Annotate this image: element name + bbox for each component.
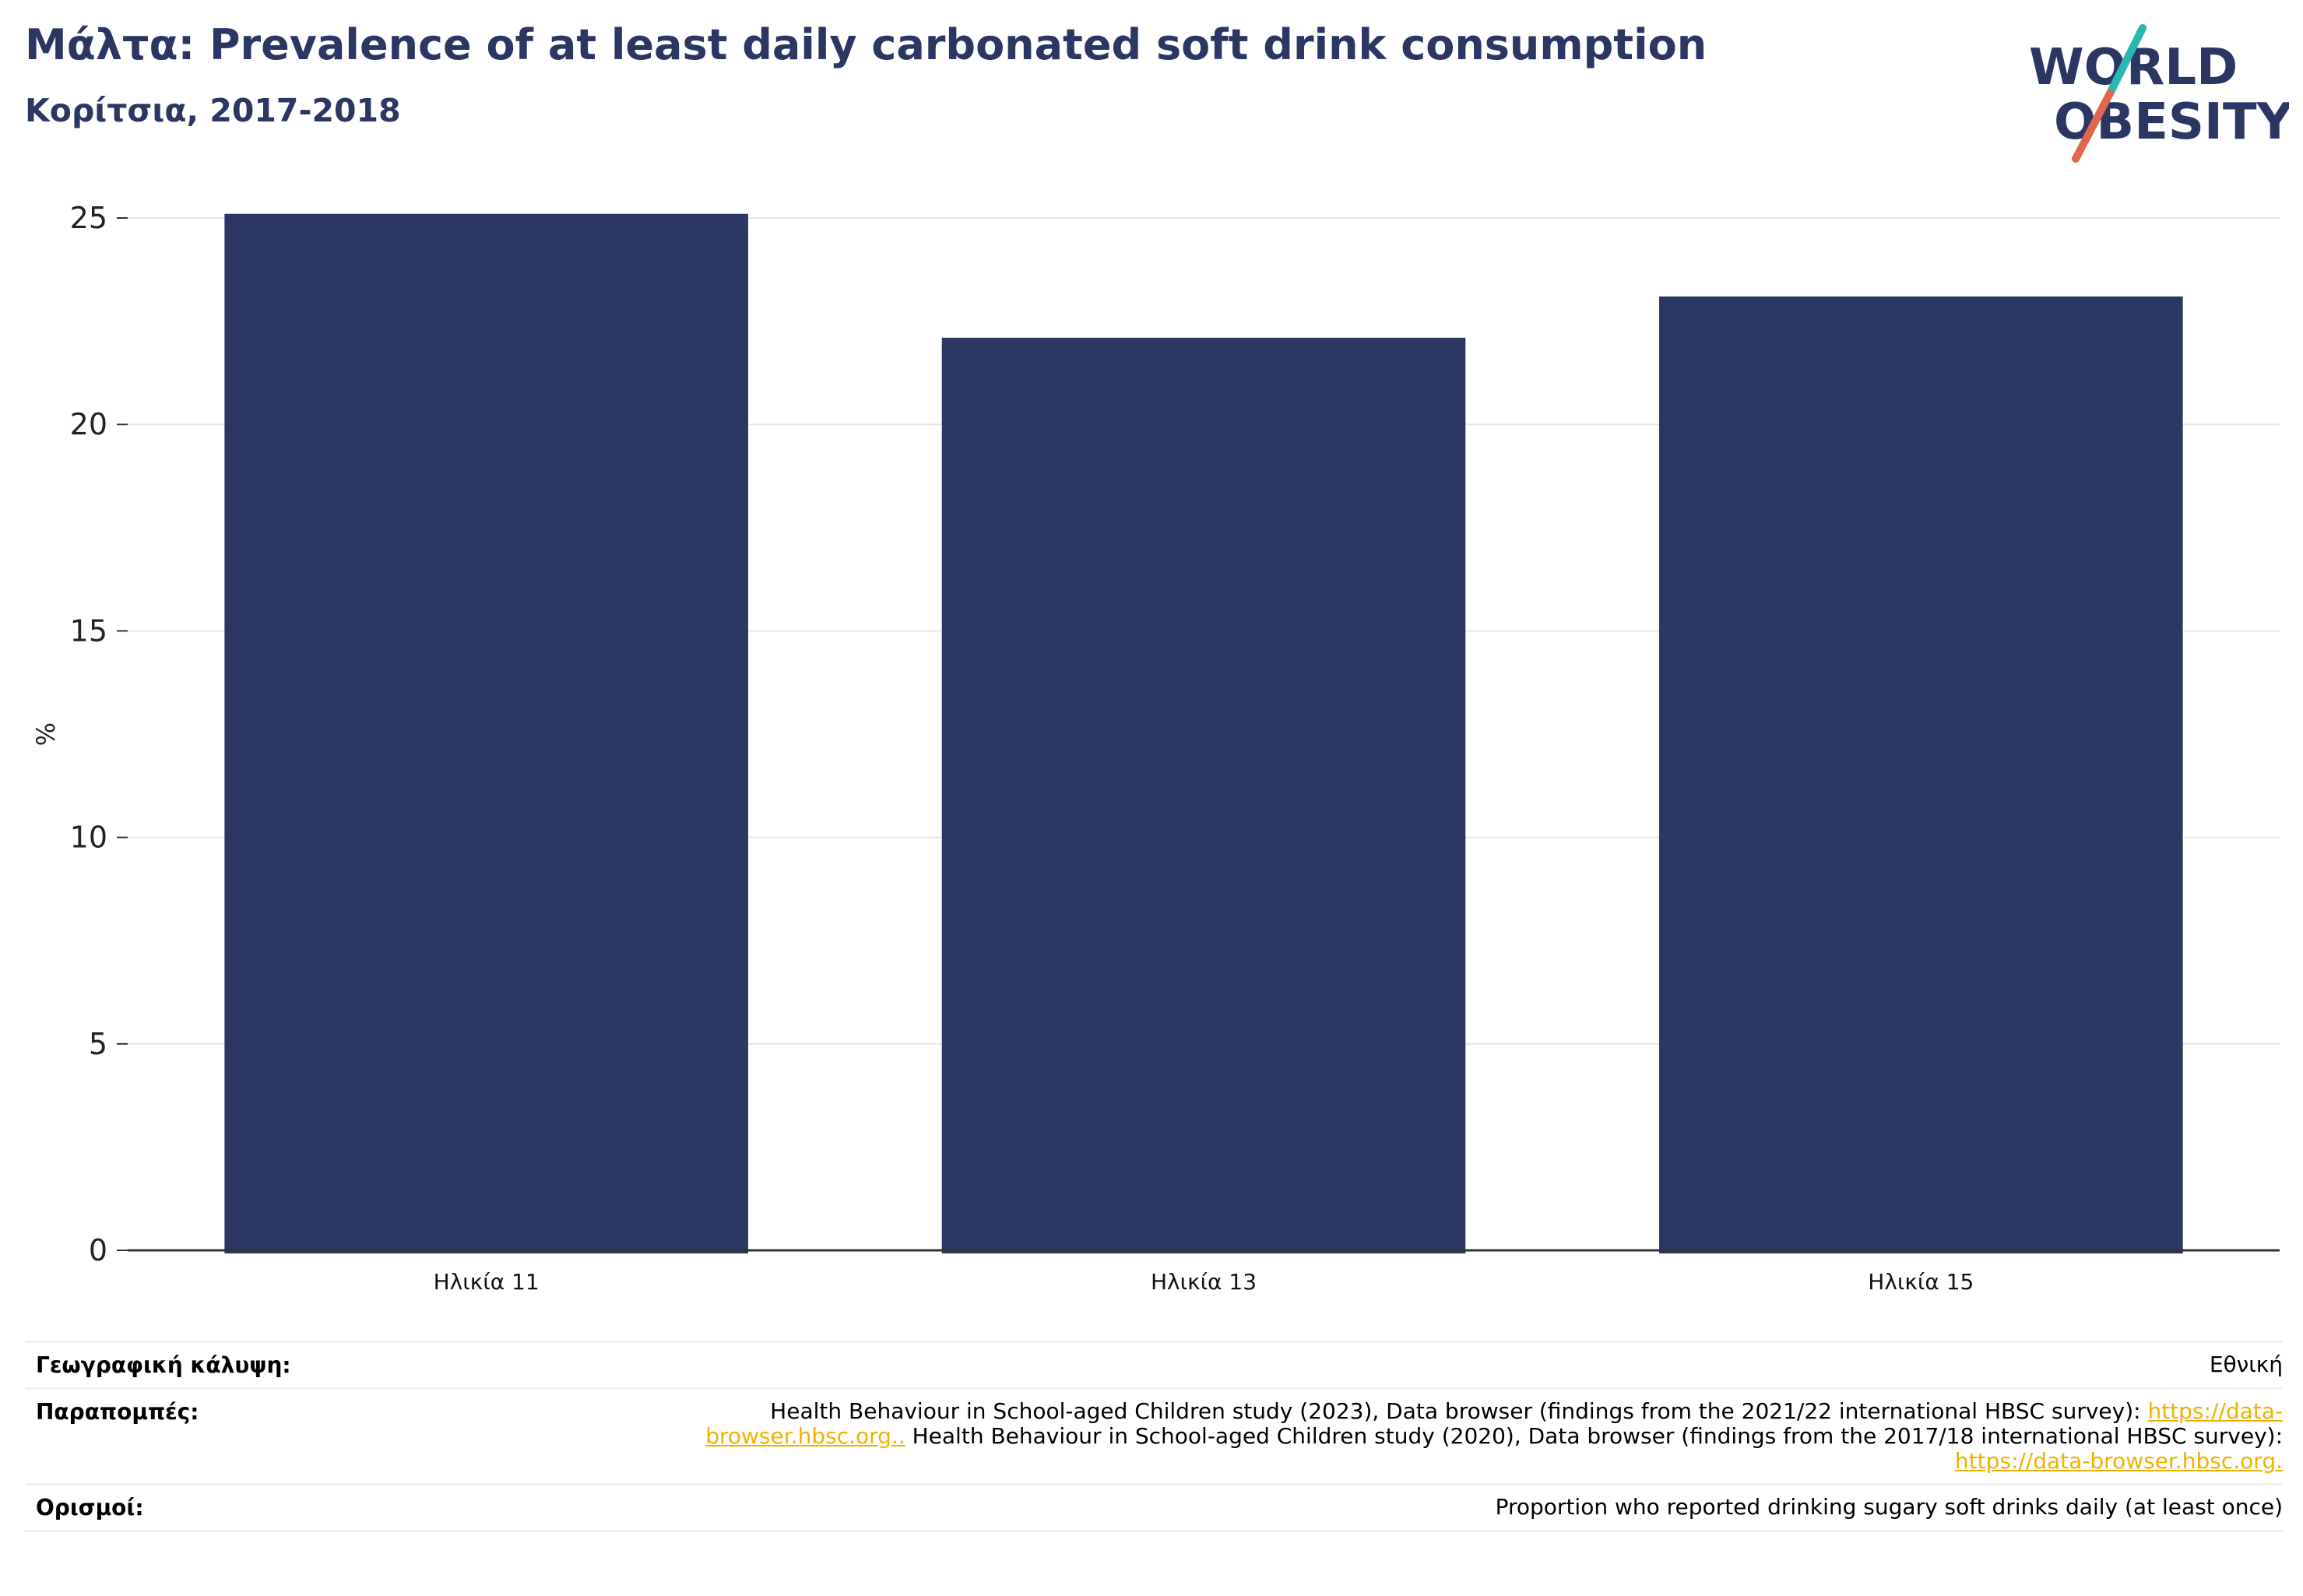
bar — [224, 213, 748, 1253]
world-obesity-logo: WORLD OBESITY — [2029, 24, 2289, 163]
definitions-label: Ορισμοί: — [36, 1495, 144, 1520]
y-tick-label: 25 — [70, 201, 107, 235]
reference-link-1[interactable]: https://data-browser.hbsc.org.. — [705, 1398, 2283, 1449]
footer-row-definitions: Ορισμοί: Proportion who reported drinkin… — [25, 1483, 2283, 1532]
x-tick-label: Ηλικία 15 — [1868, 1269, 1974, 1295]
references-value: Health Behaviour in School-aged Children… — [663, 1399, 2283, 1474]
x-tick-label: Ηλικία 11 — [434, 1269, 540, 1295]
footer-row-coverage: Γεωγραφική κάλυψη: Εθνική — [25, 1341, 2283, 1387]
y-tick-label: 20 — [70, 407, 107, 441]
coverage-label: Γεωγραφική κάλυψη: — [36, 1352, 291, 1378]
y-tick-label: 0 — [89, 1233, 107, 1267]
bar — [1659, 296, 2183, 1253]
reference-text-2: Health Behaviour in School-aged Children… — [905, 1423, 2283, 1449]
reference-link-2[interactable]: https://data-browser.hbsc.org. — [1954, 1448, 2283, 1474]
y-tick-label: 5 — [89, 1027, 107, 1061]
definitions-value: Proportion who reported drinking sugary … — [1495, 1494, 2283, 1520]
coverage-value: Εθνική — [2209, 1352, 2283, 1377]
reference-text-1: Health Behaviour in School-aged Children… — [770, 1398, 2148, 1424]
y-axis-label: % — [31, 722, 61, 746]
references-label: Παραπομπές: — [36, 1399, 199, 1425]
chart-footer: Γεωγραφική κάλυψη: Εθνική Παραπομπές: He… — [25, 1341, 2283, 1532]
y-tick-label: 15 — [70, 613, 107, 648]
bar-chart: 0 5 10 15 20 25% Ηλικία 11 Ηλικία 13 Ηλικία 15 — [31, 201, 2280, 1295]
bar — [941, 337, 1466, 1253]
chart-subtitle: Κορίτσια, 2017-2018 — [25, 92, 401, 129]
x-tick-label: Ηλικία 13 — [1151, 1269, 1257, 1295]
footer-row-references: Παραπομπές: Health Behaviour in School-a… — [25, 1387, 2283, 1483]
y-tick-label: 10 — [70, 821, 107, 855]
chart-title: Μάλτα: Prevalence of at least daily carb… — [25, 20, 1707, 69]
